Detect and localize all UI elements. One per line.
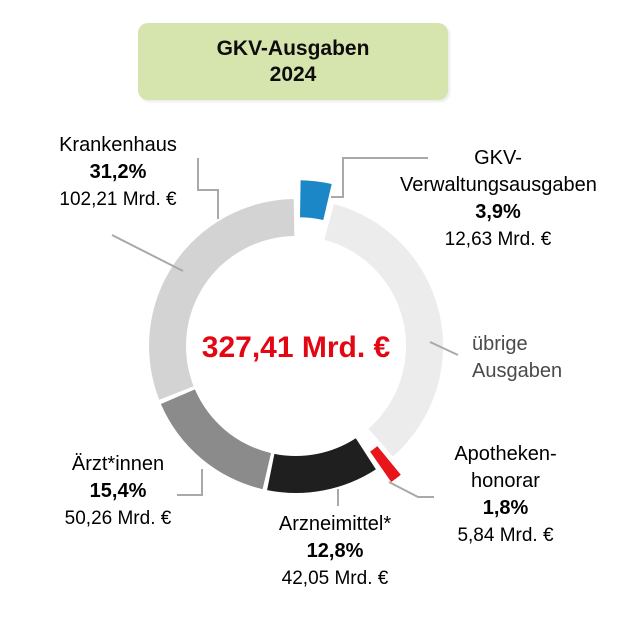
callout-aerzte-percent: 15,4% [89, 480, 147, 502]
callout-krankenhaus-value: 102,21 Mrd. € [59, 189, 177, 210]
donut-segment-arzneimittel [267, 438, 376, 493]
callout-krankenhaus-percent: 31,2% [89, 161, 147, 183]
title-box: GKV-Ausgaben 2024 [138, 23, 448, 100]
donut-segments [149, 180, 444, 493]
callout-arzneimittel-value: 42,05 Mrd. € [281, 568, 389, 589]
callout-uebrige-label-line1: übrige [472, 333, 528, 355]
donut-segment-krankenhaus [149, 199, 295, 400]
leader-line-krankenhaus-2 [111, 234, 184, 272]
callout-arzneimittel: Arzneimittel* 12,8% 42,05 Mrd. € [235, 511, 435, 592]
total-value: 327,41 Mrd. € [201, 331, 391, 364]
callout-apotheken-label-line2: honorar [471, 470, 540, 492]
callout-uebrige: übrige Ausgaben [472, 331, 592, 385]
leader-lines [111, 157, 459, 506]
callout-aerzte-value: 50,26 Mrd. € [64, 508, 172, 529]
callout-arzneimittel-percent: 12,8% [306, 540, 364, 562]
leader-line-verwaltung [331, 157, 428, 198]
leader-line-uebrige [429, 341, 459, 356]
callout-verwaltung-percent: 3,9% [475, 201, 521, 223]
donut-segment-verwaltung [300, 180, 332, 220]
leader-line-krankenhaus [197, 158, 219, 219]
callout-krankenhaus-label: Krankenhaus [59, 134, 177, 156]
callout-verwaltung-label-line1: GKV- [474, 147, 522, 169]
callout-aerzte-label: Ärzt*innen [71, 453, 165, 475]
callout-aerzte: Ärzt*innen 15,4% 50,26 Mrd. € [18, 451, 218, 532]
callout-apotheken-value: 5,84 Mrd. € [457, 525, 554, 546]
callout-verwaltung-value: 12,63 Mrd. € [444, 229, 552, 250]
leader-line-apotheken [388, 481, 434, 498]
callout-verwaltung: GKV- Verwaltungsausgaben 3,9% 12,63 Mrd.… [400, 145, 597, 253]
callout-verwaltung-label-line2: Verwaltungsausgaben [400, 174, 597, 196]
leader-line-aerzte [177, 469, 203, 496]
title-line-1: GKV-Ausgaben [216, 36, 370, 60]
callout-apotheken: Apotheken- honorar 1,8% 5,84 Mrd. € [408, 441, 603, 549]
callout-uebrige-label-line2: Ausgaben [472, 360, 563, 382]
callout-apotheken-label-line1: Apotheken- [454, 443, 557, 465]
callout-apotheken-percent: 1,8% [482, 497, 529, 519]
title-line-2: 2024 [269, 62, 317, 86]
donut-segment-uebrige [324, 204, 444, 457]
donut-segment-apotheken [370, 446, 401, 482]
callout-arzneimittel-label: Arzneimittel* [278, 513, 392, 535]
callout-krankenhaus: Krankenhaus 31,2% 102,21 Mrd. € [18, 132, 218, 213]
donut-segment-aerzte [160, 389, 271, 490]
